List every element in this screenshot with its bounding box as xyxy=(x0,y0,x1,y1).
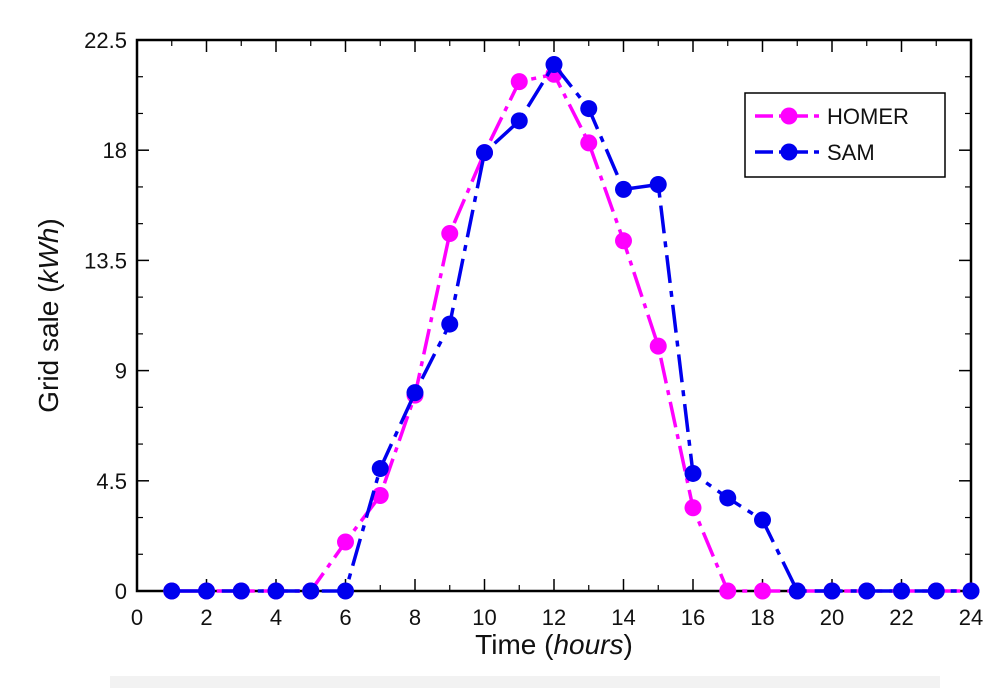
x-tick-label: 18 xyxy=(750,605,774,630)
data-point-sam xyxy=(545,55,563,73)
data-point-sam xyxy=(754,511,771,529)
data-point-sam xyxy=(198,582,215,600)
x-tick-label: 14 xyxy=(611,605,635,630)
x-tick-label: 8 xyxy=(409,605,421,630)
data-point-sam xyxy=(858,582,876,600)
data-point-homer xyxy=(441,224,459,242)
cropped-caption-remnant xyxy=(110,676,940,688)
data-point-sam xyxy=(371,460,389,478)
x-tick-label: 24 xyxy=(959,605,983,630)
data-point-sam xyxy=(823,582,841,600)
y-tick-label: 4.5 xyxy=(96,469,127,494)
y-tick-label: 9 xyxy=(115,359,127,384)
data-point-sam xyxy=(232,582,250,600)
data-point-homer xyxy=(615,232,632,250)
legend-box xyxy=(744,92,946,178)
data-point-homer xyxy=(580,134,598,152)
data-point-homer xyxy=(649,337,667,355)
data-point-sam xyxy=(893,582,910,600)
data-point-sam xyxy=(788,582,806,600)
data-point-sam xyxy=(441,315,459,333)
x-tick-label: 6 xyxy=(339,605,351,630)
data-point-sam xyxy=(684,464,702,482)
data-point-sam xyxy=(163,582,181,600)
y-tick-label: 0 xyxy=(115,579,127,604)
x-tick-label: 0 xyxy=(131,605,143,630)
legend-marker-sam xyxy=(780,143,798,161)
data-point-sam xyxy=(406,384,424,402)
data-point-sam xyxy=(927,582,945,600)
x-axis-title: Time (hours) xyxy=(475,629,633,660)
data-point-homer xyxy=(510,73,528,91)
data-point-sam xyxy=(719,489,737,507)
data-point-sam xyxy=(510,112,528,130)
legend-label: HOMER xyxy=(827,104,909,129)
data-point-sam xyxy=(962,582,980,600)
x-tick-label: 20 xyxy=(820,605,844,630)
legend-label: SAM xyxy=(827,140,875,165)
cropped-caption-area xyxy=(110,676,940,688)
x-tick-label: 10 xyxy=(472,605,496,630)
y-tick-label: 22.5 xyxy=(84,28,127,53)
data-point-sam xyxy=(649,175,667,193)
y-tick-label: 13.5 xyxy=(84,248,127,273)
legend-entry-sam: SAM xyxy=(755,140,875,165)
x-tick-label: 12 xyxy=(542,605,566,630)
data-point-sam xyxy=(615,180,632,198)
y-tick-label: 18 xyxy=(103,138,127,163)
data-point-homer xyxy=(684,499,702,517)
data-point-homer xyxy=(719,582,737,600)
series-sam xyxy=(163,55,980,600)
x-tick-label: 4 xyxy=(270,605,282,630)
data-point-sam xyxy=(267,582,285,600)
data-point-sam xyxy=(580,100,598,118)
data-point-sam xyxy=(476,144,493,162)
data-point-sam xyxy=(337,582,354,600)
data-point-sam xyxy=(302,582,320,600)
data-point-homer xyxy=(371,486,389,504)
x-tick-label: 16 xyxy=(681,605,705,630)
y-axis-title: Grid sale (kWh) xyxy=(33,218,64,412)
x-tick-label: 2 xyxy=(200,605,212,630)
data-point-homer xyxy=(754,582,771,600)
data-point-homer xyxy=(337,533,354,551)
legend-marker-homer xyxy=(780,107,798,125)
legend-entry-homer: HOMER xyxy=(755,104,909,129)
x-tick-label: 22 xyxy=(889,605,913,630)
series-line-homer xyxy=(171,72,971,593)
